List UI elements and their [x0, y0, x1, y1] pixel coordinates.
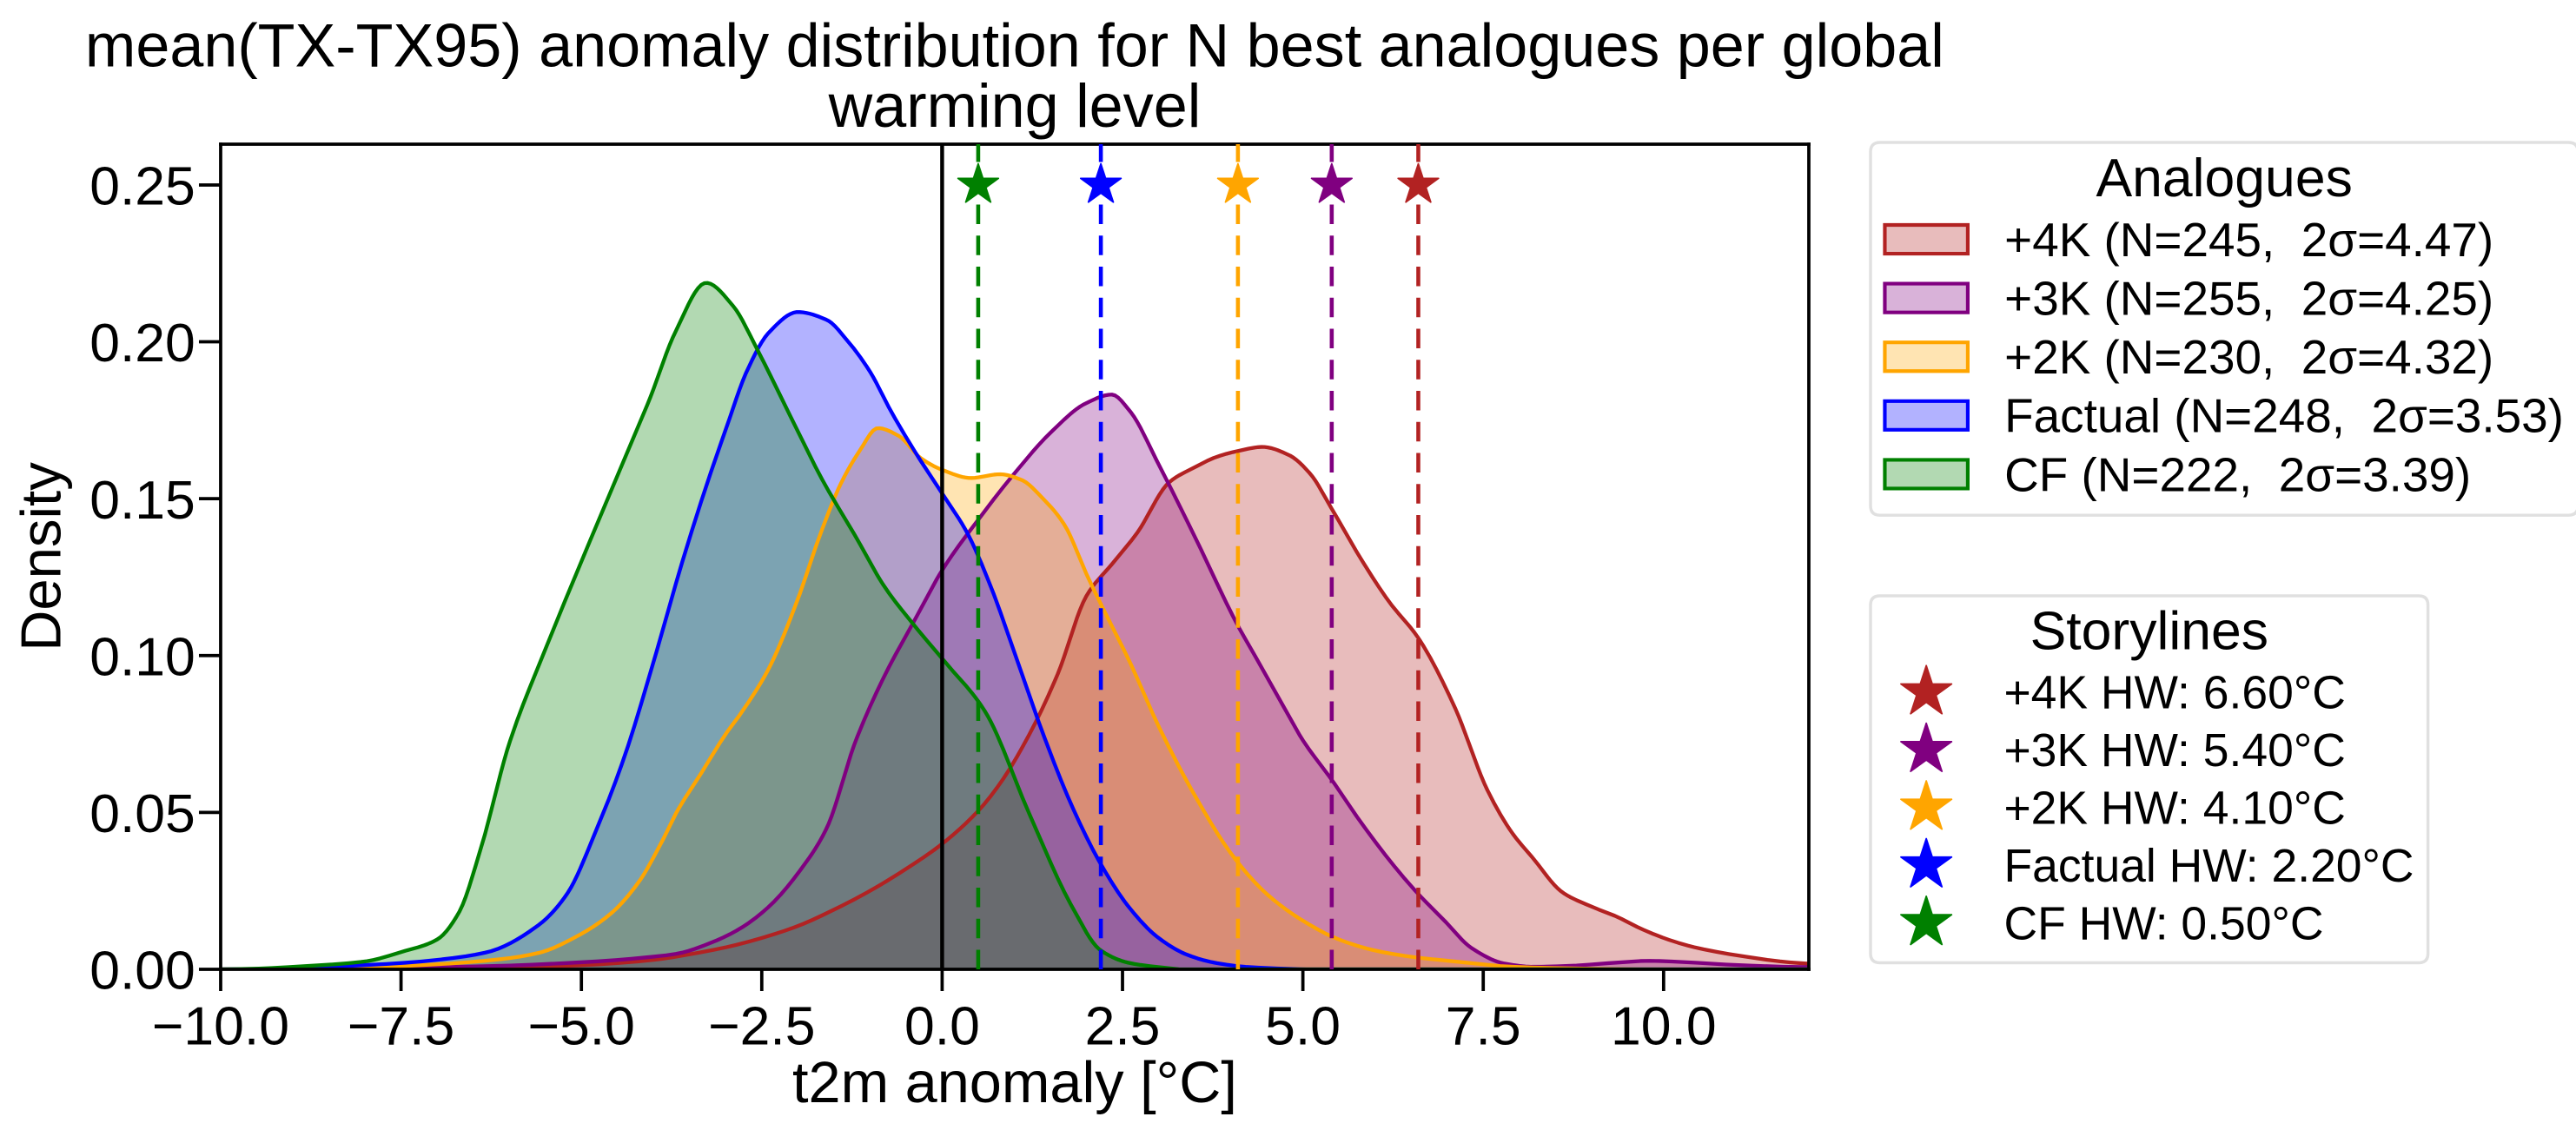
svg-text:0.00: 0.00 — [89, 941, 195, 1001]
svg-text:0.05: 0.05 — [89, 783, 195, 844]
svg-text:0.20: 0.20 — [89, 313, 195, 373]
svg-text:CF (N=222, 2σ=3.39): CF (N=222, 2σ=3.39) — [2004, 447, 2471, 501]
svg-text:Factual HW: 2.20°C: Factual HW: 2.20°C — [2003, 841, 2414, 892]
svg-text:−10.0: −10.0 — [152, 995, 289, 1056]
svg-text:−5.0: −5.0 — [528, 995, 635, 1056]
svg-text:CF HW: 0.50°C: CF HW: 0.50°C — [2003, 898, 2323, 949]
svg-text:0.10: 0.10 — [89, 626, 195, 687]
svg-text:Density: Density — [10, 462, 73, 651]
svg-text:+3K (N=255, 2σ=4.25): +3K (N=255, 2σ=4.25) — [2004, 272, 2493, 326]
svg-text:+3K HW: 5.40°C: +3K HW: 5.40°C — [2003, 725, 2345, 776]
svg-text:−2.5: −2.5 — [708, 995, 815, 1056]
svg-text:10.0: 10.0 — [1611, 995, 1717, 1056]
svg-text:mean(TX-TX95) anomaly distribu: mean(TX-TX95) anomaly distribution for N… — [85, 11, 1944, 79]
svg-text:Factual (N=248, 2σ=3.53): Factual (N=248, 2σ=3.53) — [2004, 389, 2564, 443]
svg-text:+4K HW: 6.60°C: +4K HW: 6.60°C — [2003, 668, 2345, 719]
svg-text:0.15: 0.15 — [89, 470, 195, 531]
svg-text:Analogues: Analogues — [2096, 148, 2353, 208]
svg-text:warming level: warming level — [828, 72, 1202, 140]
svg-text:7.5: 7.5 — [1446, 995, 1521, 1056]
svg-text:0.25: 0.25 — [89, 156, 195, 217]
svg-text:Storylines: Storylines — [2030, 600, 2268, 661]
svg-text:t2m anomaly [°C]: t2m anomaly [°C] — [792, 1051, 1237, 1115]
svg-text:+4K (N=245, 2σ=4.47): +4K (N=245, 2σ=4.47) — [2004, 213, 2493, 267]
svg-text:2.5: 2.5 — [1085, 995, 1161, 1056]
svg-text:5.0: 5.0 — [1265, 995, 1341, 1056]
svg-text:−7.5: −7.5 — [348, 995, 454, 1056]
svg-text:+2K (N=230, 2σ=4.32): +2K (N=230, 2σ=4.32) — [2004, 330, 2493, 384]
svg-text:0.0: 0.0 — [904, 995, 980, 1056]
svg-text:+2K HW: 4.10°C: +2K HW: 4.10°C — [2003, 783, 2345, 834]
